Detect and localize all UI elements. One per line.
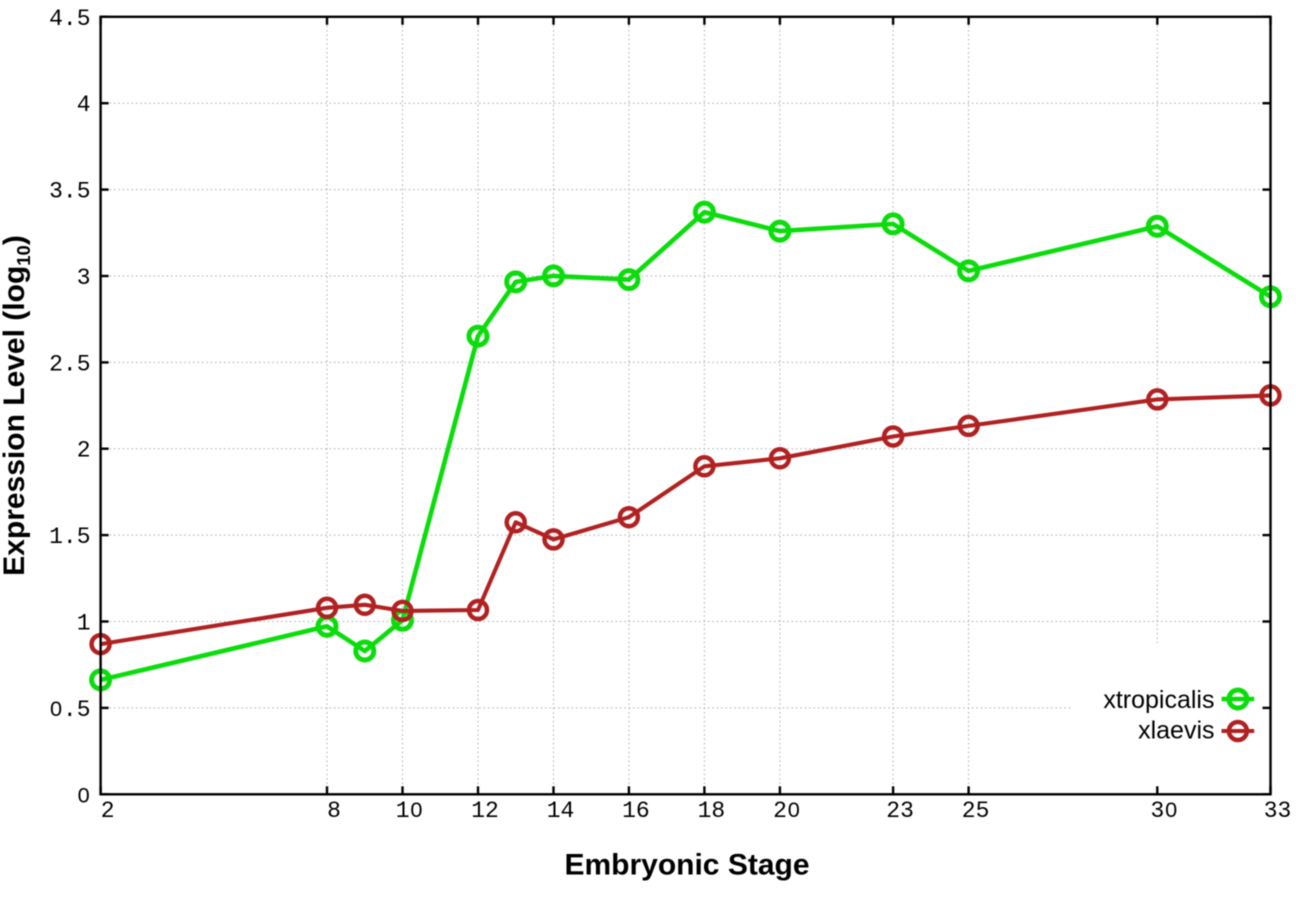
svg-text:5: 5 — [77, 179, 91, 205]
svg-text:2: 2 — [49, 351, 63, 377]
svg-text:3: 3 — [1277, 798, 1291, 824]
svg-text:0: 0 — [50, 696, 62, 721]
svg-text:1: 1 — [471, 798, 485, 824]
svg-text:2: 2 — [962, 798, 976, 824]
svg-text:2: 2 — [485, 798, 499, 824]
svg-text:3: 3 — [77, 265, 91, 291]
svg-text:8: 8 — [711, 798, 725, 824]
svg-text:4: 4 — [77, 92, 91, 118]
svg-text:0: 0 — [788, 797, 800, 822]
svg-text:1: 1 — [547, 798, 561, 824]
svg-text:0: 0 — [78, 782, 90, 807]
svg-text:2: 2 — [886, 798, 900, 824]
svg-text:2: 2 — [773, 798, 787, 824]
svg-text:3: 3 — [49, 179, 63, 205]
svg-text:1: 1 — [49, 524, 63, 550]
svg-text:4: 4 — [560, 798, 574, 824]
svg-text:3: 3 — [900, 798, 914, 824]
svg-text:3: 3 — [1150, 798, 1164, 824]
svg-text:0: 0 — [1165, 797, 1177, 822]
svg-text:5: 5 — [77, 524, 91, 550]
svg-text:1: 1 — [77, 611, 91, 637]
svg-text:1: 1 — [698, 798, 712, 824]
svg-text:1: 1 — [396, 798, 410, 824]
svg-text:5: 5 — [77, 351, 91, 377]
svg-text:.: . — [63, 6, 77, 32]
svg-text:8: 8 — [327, 798, 341, 824]
svg-text:2: 2 — [77, 438, 91, 464]
svg-text:3: 3 — [1264, 798, 1278, 824]
svg-text:4: 4 — [49, 6, 63, 32]
svg-text:Expression Level (log10): Expression Level (log10) — [0, 235, 34, 576]
svg-text:6: 6 — [636, 798, 650, 824]
svg-text:.: . — [63, 179, 77, 205]
svg-text:xlaevis: xlaevis — [1138, 717, 1214, 745]
svg-text:.: . — [63, 524, 77, 550]
svg-text:xtropicalis: xtropicalis — [1103, 686, 1214, 714]
svg-text:.: . — [63, 697, 77, 723]
svg-text:1: 1 — [622, 798, 636, 824]
svg-text:2: 2 — [101, 798, 115, 824]
svg-text:.: . — [63, 351, 77, 377]
svg-text:5: 5 — [77, 6, 91, 32]
svg-text:0: 0 — [410, 797, 422, 822]
svg-text:Embryonic Stage: Embryonic Stage — [564, 849, 809, 882]
svg-text:5: 5 — [976, 798, 990, 824]
svg-text:5: 5 — [77, 697, 91, 723]
